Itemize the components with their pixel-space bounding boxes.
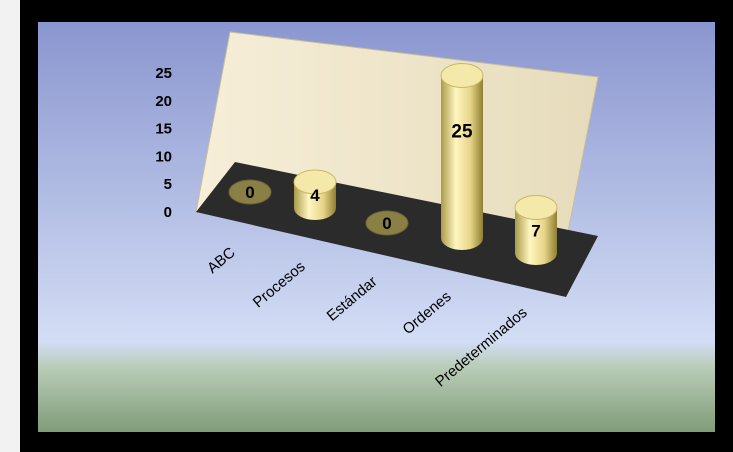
y-tick-label: 15 <box>155 121 172 138</box>
data-label: 4 <box>310 186 320 205</box>
bar-body <box>515 207 557 265</box>
bar-base-zero <box>228 179 272 205</box>
y-tick-label: 25 <box>155 65 172 82</box>
y-tick-label: 0 <box>164 204 172 221</box>
data-label: 0 <box>245 183 254 202</box>
y-tick-label: 10 <box>155 148 172 165</box>
y-axis: 0 5 10 15 20 25 <box>155 65 172 221</box>
data-label: 0 <box>382 214 391 233</box>
bar-Predeterminados: 7 <box>514 195 558 265</box>
bar-top <box>440 63 484 88</box>
bar-top <box>293 169 337 195</box>
bar-body <box>441 75 483 250</box>
y-tick-label: 5 <box>164 176 172 193</box>
bar-top <box>514 195 558 220</box>
bar-ABC: 0 <box>228 179 272 205</box>
data-label: 25 <box>451 121 473 142</box>
bar-Procesos: 4 <box>293 169 337 220</box>
y-tick-label: 20 <box>155 93 172 110</box>
bar-Ordenes: 25 <box>440 63 484 250</box>
bars: 0 4 0 25 7 <box>228 63 558 265</box>
bar-Estándar: 0 <box>365 210 409 236</box>
bar-base-zero <box>365 210 409 236</box>
data-label: 7 <box>531 221 540 240</box>
